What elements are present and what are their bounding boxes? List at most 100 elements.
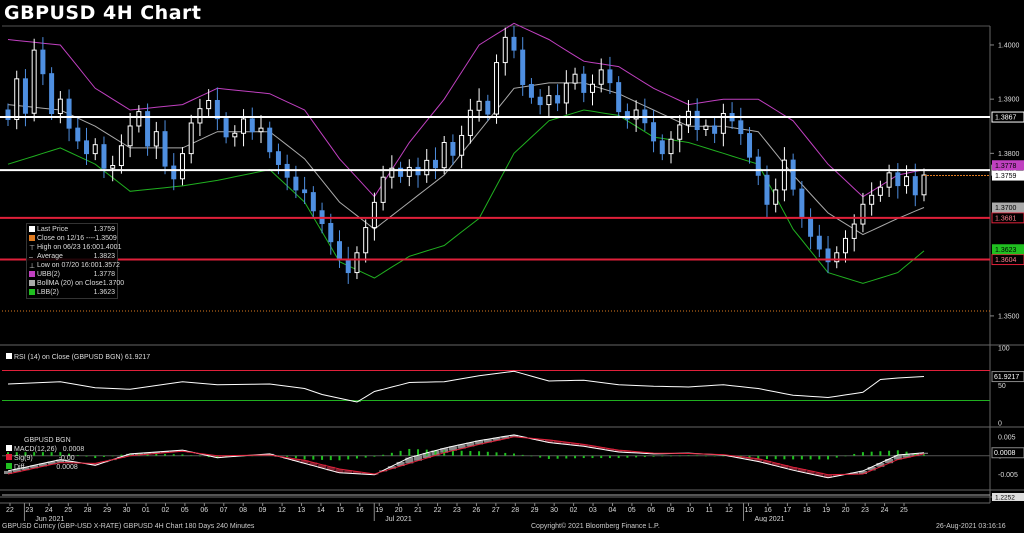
macd-band-fill-102: [893, 455, 902, 460]
candle-body-27: [241, 118, 247, 134]
x-month-label-0: Jun 2021: [35, 516, 64, 522]
candle-body-101: [886, 172, 892, 188]
macd-signal-line: [7, 436, 925, 476]
candle-body-102: [895, 172, 901, 187]
price-tag-box-2: [992, 202, 1024, 213]
price-legend: Last Price 1.3759 Close on 12/16 ---- 1.35…: [26, 223, 124, 299]
candle-body-62: [546, 95, 552, 106]
macd-band-fill-99: [867, 466, 876, 471]
candle-body-64: [563, 82, 569, 104]
macd-diff-bar-39: [347, 455, 350, 460]
macd-diff-bar-66: [582, 455, 585, 459]
macd-band-fill-52: [457, 444, 466, 449]
candle-body-31: [275, 151, 281, 165]
macd-diff-bar-103: [905, 451, 908, 456]
macd-diff-bar-87: [765, 455, 768, 460]
macd-diff-bar-53: [469, 451, 472, 456]
macd-diff-bar-49: [434, 449, 437, 456]
macd-diff-bar-59: [521, 454, 524, 456]
candle-body-51: [450, 142, 456, 156]
macd-band-fill-41: [361, 472, 370, 475]
rsi-oversold-fill-40: [352, 400, 361, 402]
price-tag-box-3: [992, 244, 1024, 255]
macd-band-fill-72: [632, 451, 641, 453]
x-month-label-2: Aug 2021: [755, 516, 785, 522]
macd-diff-bar-93: [818, 455, 821, 460]
macd-diff-bar-74: [652, 455, 655, 457]
candle-body-57: [502, 36, 508, 64]
footer: GBPUSD Curncy (GBP-USD X-RATE) GBPUSD 4H…: [0, 522, 1024, 533]
macd-diff-bar-9: [85, 455, 88, 457]
macd-band-fill-65: [571, 443, 580, 446]
candle-body-98: [860, 203, 866, 225]
macd-band-fill-54: [475, 440, 484, 445]
x-tick-label-2: 24: [45, 507, 53, 514]
macd-diff-bar-62: [547, 455, 550, 459]
price-tick-label-3: 1.3500: [998, 313, 1020, 320]
x-tick-label-7: 01: [142, 507, 150, 514]
candle-body-68: [598, 69, 604, 85]
candle-body-44: [389, 167, 395, 178]
footer-copyright: Copyright© 2021 Bloomberg Finance L.P.: [531, 523, 660, 530]
macd-diff-bar-75: [661, 455, 664, 457]
macd-band-fill-58: [509, 434, 518, 437]
macd-band-fill-47: [414, 455, 423, 461]
macd-diff-bar-1: [15, 452, 18, 456]
macd-diff-bar-94: [827, 455, 830, 460]
bollinger-moving-average: [7, 82, 925, 236]
macd-band-fill-6: [56, 459, 65, 463]
x-tick-label-1: 23: [25, 507, 33, 514]
macd-diff-bar-12: [111, 455, 114, 457]
macd-band-fill-55: [483, 439, 492, 443]
macd-band-fill-69: [605, 448, 614, 451]
macd-diff-bar-18: [164, 454, 167, 456]
x-tick-label-20: 20: [395, 507, 403, 514]
macd-band-fill-86: [754, 458, 763, 462]
macd-diff-bar-19: [172, 454, 175, 456]
candle-body-38: [337, 241, 343, 261]
macd-legend-macd: MACD(12,26) 0.0008: [6, 445, 84, 454]
x-tick-label-30: 03: [589, 507, 597, 514]
macd-band-fill-17: [152, 451, 161, 454]
macd-diff-bar-77: [678, 455, 681, 457]
macd-tick-label-2: -0.005: [998, 472, 1018, 479]
macd-band-fill-33: [291, 459, 300, 461]
legend-low: ⊥ Low on 07/20 16:00 1.3572: [29, 262, 120, 271]
macd-band-fill-103: [902, 454, 911, 458]
candle-body-77: [677, 124, 683, 140]
candle-body-86: [755, 156, 761, 176]
macd-diff-bar-0: [7, 452, 9, 456]
macd-diff-bar-63: [556, 455, 559, 459]
macd-diff-bar-32: [286, 455, 289, 457]
macd-legend-title: GBPUSD BGN: [24, 437, 71, 444]
candle-body-30: [267, 127, 273, 153]
candle-body-24: [214, 100, 220, 120]
price-tag-label-0: 1.3778: [995, 163, 1017, 170]
x-tick-label-0: 22: [6, 507, 14, 514]
candle-body-58: [511, 36, 517, 51]
macd-band-fill-97: [850, 472, 859, 475]
candle-body-35: [310, 192, 316, 212]
candle-body-43: [380, 176, 386, 203]
macd-diff-bar-20: [181, 454, 184, 456]
candle-body-69: [607, 69, 613, 84]
candle-body-42: [371, 201, 377, 229]
candle-body-60: [528, 84, 534, 98]
macd-diff-bar-78: [687, 455, 690, 456]
x-tick-label-43: 20: [842, 507, 850, 514]
macd-diff-bar-60: [530, 455, 533, 457]
macd-diff-bar-70: [617, 455, 620, 459]
x-tick-label-44: 23: [861, 507, 869, 514]
candle-body-71: [624, 111, 630, 120]
x-tick-label-22: 22: [434, 507, 442, 514]
candle-body-48: [424, 159, 430, 176]
macd-band-fill-16: [143, 452, 152, 455]
candle-body-6: [57, 98, 63, 115]
candle-body-88: [773, 189, 779, 205]
macd-band-fill-94: [824, 474, 833, 478]
candle-body-63: [555, 95, 561, 104]
macd-diff-bar-22: [198, 455, 201, 457]
legend-lbb: LBB(2) 1.3623: [29, 288, 115, 297]
candle-body-54: [476, 100, 482, 111]
candle-body-19: [171, 165, 177, 180]
